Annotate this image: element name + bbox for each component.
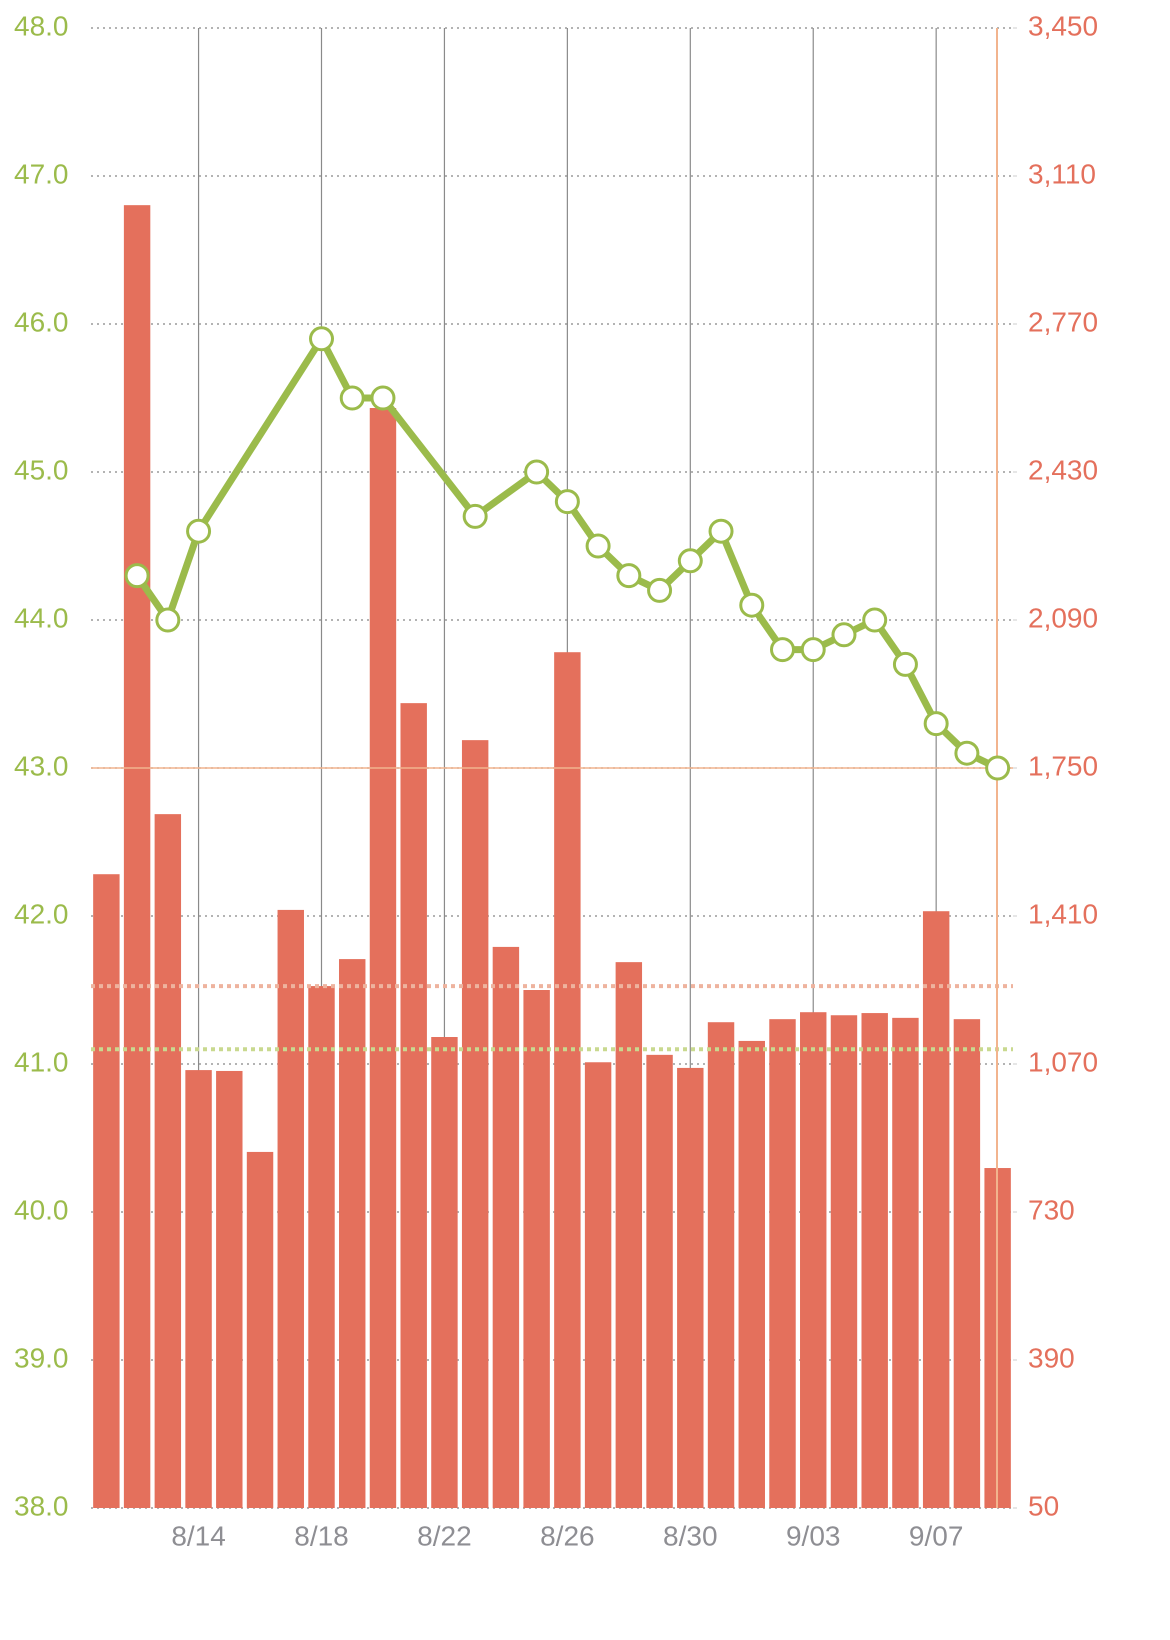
- line-marker: [954, 740, 980, 766]
- y-tick-label: 46.0: [14, 306, 69, 337]
- bars: [93, 205, 1011, 1509]
- bar: [953, 1019, 981, 1508]
- bar: [554, 652, 581, 1508]
- bar: [800, 1012, 827, 1508]
- line-marker: [862, 607, 888, 633]
- bar: [492, 946, 520, 1508]
- y-tick-label: 47.0: [14, 158, 69, 189]
- line-marker: [524, 459, 550, 485]
- bar: [216, 1070, 243, 1508]
- y-tick-label: 45.0: [14, 454, 69, 485]
- x-tick-label: 8/22: [417, 1520, 472, 1551]
- line-marker: [370, 385, 396, 411]
- y-tick-label: 40.0: [14, 1194, 69, 1225]
- bar: [615, 962, 643, 1508]
- x-tick-label: 8/26: [540, 1520, 595, 1551]
- bar: [93, 874, 120, 1508]
- line-marker: [616, 563, 642, 589]
- line-marker: [831, 622, 857, 648]
- bar: [922, 911, 950, 1508]
- y2-tick-label: 1,750: [1028, 750, 1098, 781]
- y2-tick-label: 2,430: [1028, 454, 1098, 485]
- line-marker: [677, 548, 703, 574]
- x-tick-label: 9/07: [909, 1520, 964, 1551]
- line-marker: [554, 489, 580, 515]
- bar: [123, 205, 151, 1509]
- y2-tick-label: 2,090: [1028, 602, 1098, 633]
- y-tick-label: 48.0: [14, 10, 69, 41]
- line-marker: [124, 563, 150, 589]
- line-marker: [708, 518, 734, 544]
- y-tick-label: 42.0: [14, 898, 69, 929]
- bar: [369, 408, 397, 1509]
- bar: [584, 1062, 612, 1508]
- y2-tick-label: 390: [1028, 1342, 1075, 1373]
- x-tick-label: 9/03: [786, 1520, 841, 1551]
- line-marker: [585, 533, 611, 559]
- line-marker: [462, 503, 488, 529]
- y-tick-label: 44.0: [14, 602, 69, 633]
- y2-tick-label: 3,110: [1028, 158, 1096, 189]
- y-tick-label: 38.0: [14, 1490, 69, 1521]
- line-marker: [923, 711, 949, 737]
- line-marker: [155, 607, 181, 633]
- bar: [154, 814, 182, 1508]
- bar: [707, 1022, 735, 1508]
- line-marker: [309, 326, 334, 352]
- labels: 38.0 39.0 40.0 41.0 42.0 43.0 44.0 45.0 46.0 47.0…: [14, 10, 1098, 1551]
- bar: [769, 1019, 796, 1508]
- bar: [523, 990, 550, 1508]
- bar: [738, 1040, 765, 1508]
- bar: [339, 959, 366, 1508]
- bar: [830, 1015, 858, 1508]
- line-marker: [647, 577, 673, 603]
- line-marker: [770, 637, 795, 663]
- y-tick-label: 41.0: [14, 1046, 69, 1077]
- y2-tick-label: 2,770: [1028, 306, 1098, 337]
- bar: [277, 909, 304, 1508]
- bar: [246, 1151, 274, 1508]
- bar: [431, 1037, 458, 1508]
- y-tick-label: 39.0: [14, 1342, 69, 1373]
- bar: [646, 1054, 673, 1508]
- y2-tick-label: 1,410: [1028, 898, 1098, 929]
- x-tick-label: 8/30: [663, 1520, 718, 1551]
- y2-tick-label: 50: [1028, 1490, 1059, 1521]
- x-tick-label: 8/18: [294, 1520, 349, 1551]
- line-marker: [186, 518, 212, 544]
- reference-lines: [91, 767, 1013, 1052]
- y2-tick-label: 730: [1028, 1194, 1075, 1225]
- lines: [124, 326, 1011, 781]
- bar: [461, 740, 489, 1508]
- bar: [308, 986, 335, 1508]
- line-marker: [800, 637, 826, 663]
- bar: [861, 1013, 888, 1508]
- y2-tick-label: 1,070: [1028, 1046, 1098, 1077]
- x-tick-label: 8/14: [171, 1520, 226, 1551]
- line-marker: [892, 651, 918, 677]
- bar: [677, 1067, 704, 1508]
- y2-tick-label: 3,450: [1028, 10, 1098, 41]
- line-marker: [739, 592, 765, 618]
- bar: [400, 703, 427, 1508]
- bar: [185, 1070, 212, 1508]
- line-marker: [985, 755, 1011, 781]
- line-marker: [339, 385, 365, 411]
- bar: [892, 1017, 919, 1508]
- y-tick-label: 43.0: [14, 750, 69, 781]
